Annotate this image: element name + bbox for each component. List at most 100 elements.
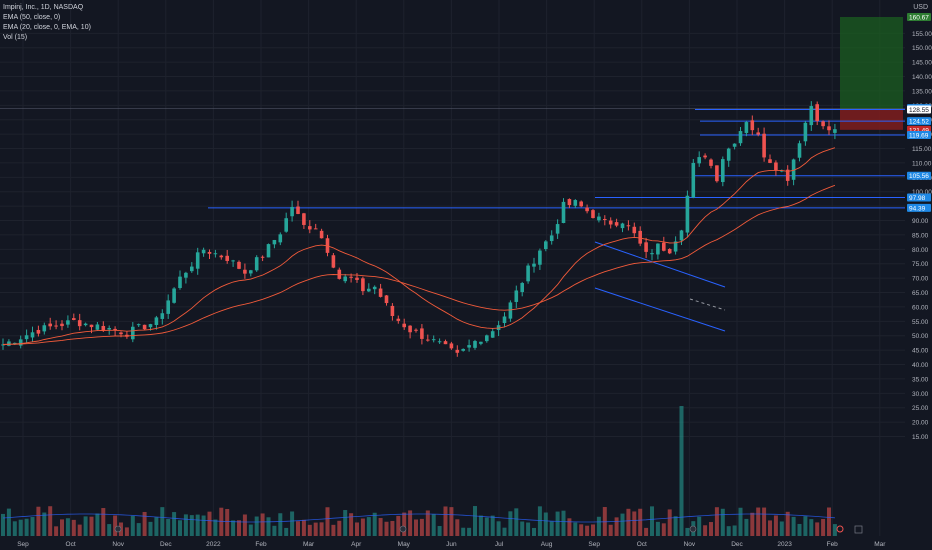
volume-bar (355, 522, 359, 536)
time-tick-label: Sep (588, 541, 600, 548)
price-tick-label: 55.00 (912, 319, 929, 326)
candle-body (148, 324, 153, 328)
candle-body (367, 288, 371, 292)
volume-bar (290, 511, 295, 536)
price-label-box (907, 13, 931, 21)
candle-body (750, 120, 755, 131)
price-label: 124.52 (909, 119, 929, 126)
volume-bar (567, 518, 572, 536)
candle-body (780, 170, 784, 172)
event-marker (854, 525, 863, 534)
time-tick-label: Jun (446, 541, 457, 548)
candle-body (77, 320, 82, 327)
price-tick-label: 30.00 (912, 391, 929, 398)
volume-bar (237, 520, 241, 536)
candle-body (585, 207, 589, 212)
volume-bar (178, 520, 182, 536)
volume-bar (160, 507, 165, 536)
price-label: 160.67 (909, 15, 929, 22)
price-axis: 15.00 20.00 25.00 30.00 35.00 40.00 45.00 50.00… (907, 13, 932, 441)
volume-bar (508, 511, 513, 536)
candle-body (650, 253, 654, 255)
candle-body (266, 244, 271, 258)
candle-body (797, 143, 802, 158)
legend-volume: Vol (15) (3, 34, 28, 41)
candle-body (113, 328, 117, 331)
volume-bar (349, 513, 354, 536)
candle-body (467, 345, 471, 348)
candle-body (431, 339, 436, 341)
legend-ema20: EMA (20, close, 0, EMA, 10) (3, 24, 91, 31)
price-tick-label: 155.00 (912, 31, 932, 38)
volume-bar (644, 527, 649, 536)
volume-bar (278, 513, 283, 536)
volume-bar (673, 516, 678, 536)
volume-bar (455, 519, 460, 536)
price-tick-label: 135.00 (912, 88, 932, 95)
candle-body (709, 159, 713, 166)
price-label-box (907, 193, 931, 202)
price-label: 128.55 (909, 107, 929, 114)
volume-bar (219, 507, 224, 536)
volume-bar (703, 525, 708, 536)
event-marker (689, 525, 697, 533)
time-tick-label: Apr (351, 541, 362, 548)
candles (1, 101, 837, 536)
candle-body (30, 332, 35, 338)
candle-body (225, 255, 229, 261)
candle-body (184, 272, 188, 278)
volume-bar (750, 512, 755, 536)
volume-bar (189, 515, 194, 536)
candle-body (372, 286, 377, 290)
price-tick-label: 70.00 (912, 276, 929, 283)
price-tick-label: 100.00 (912, 189, 932, 196)
candle-body (579, 201, 583, 207)
volume-bar (655, 521, 660, 536)
candle-body (732, 143, 737, 147)
price-tick-label: 20.00 (912, 420, 929, 427)
volume-bar (296, 521, 300, 536)
candle-body (768, 159, 772, 163)
candle-body (555, 224, 560, 234)
volume-bar (832, 524, 837, 536)
candle-body (632, 226, 637, 234)
volume-bar (307, 524, 312, 536)
price-label-box (907, 171, 931, 180)
volume-bar (172, 512, 177, 536)
time-tick-label: Oct (66, 541, 76, 548)
candle-body (608, 220, 613, 225)
time-tick-label: 2022 (206, 541, 221, 548)
volume-bar (272, 525, 277, 536)
volume-bar (54, 526, 59, 536)
volume-bar (83, 516, 88, 536)
candle-body (243, 269, 247, 274)
grid (0, 0, 905, 536)
volume-bar (596, 516, 601, 536)
volume-bar (720, 508, 725, 536)
volume-bar (260, 513, 265, 536)
candle-body (142, 324, 147, 330)
candle-body (833, 129, 837, 133)
volume-bar (95, 513, 100, 536)
volume-bar (130, 515, 135, 536)
volume-bar (313, 522, 318, 536)
time-tick-label: Mar (303, 541, 315, 548)
candle-body (72, 318, 76, 320)
volume-bar (225, 508, 230, 536)
volume-bar (661, 523, 666, 536)
volume-bar (113, 515, 118, 536)
candle-body (278, 234, 283, 243)
volume-bar (425, 510, 430, 536)
volume-bar (461, 527, 466, 536)
volume-bar (443, 506, 448, 536)
candle-body (473, 341, 477, 348)
volume-bar (284, 527, 289, 536)
price-label-box (907, 131, 931, 140)
volume-bar (626, 508, 631, 536)
candle-body (207, 251, 212, 254)
candle-body (520, 283, 524, 293)
candle-body (644, 242, 648, 252)
volume-bar (36, 506, 41, 536)
time-tick-label: May (398, 541, 411, 548)
